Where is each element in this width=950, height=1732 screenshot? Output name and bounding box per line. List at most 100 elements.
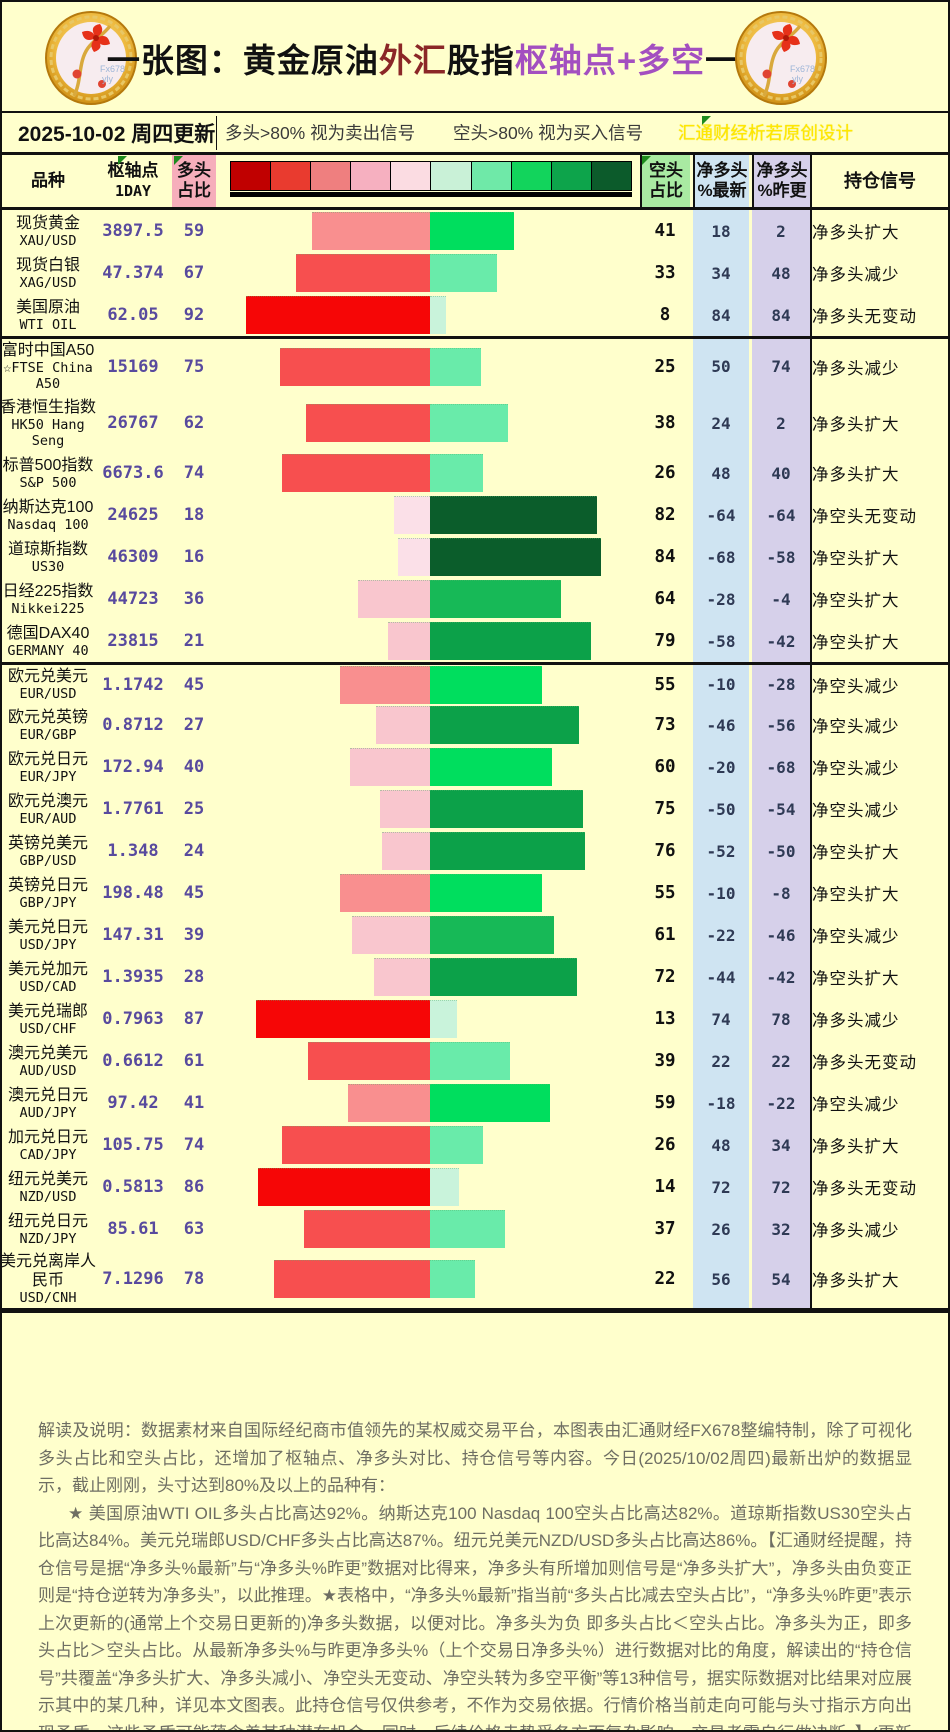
- net-long-latest: -10: [693, 872, 749, 914]
- instrument-name-cn: 香港恒生指数: [0, 398, 97, 416]
- instrument-name: 英镑兑日元 GBP/JPY: [2, 872, 94, 914]
- instrument-name-cn: 美元兑离岸人: [0, 1253, 97, 1270]
- header-pivot-line1: 枢轴点: [107, 161, 159, 180]
- divider: [216, 115, 217, 150]
- legend-short-signal: 空头>80% 视为买入信号: [453, 123, 644, 143]
- position-signal: 净空头扩大: [810, 830, 900, 872]
- instrument-name-cn: 欧元兑美元: [7, 668, 88, 685]
- short-bar: [430, 404, 508, 442]
- pivot-value: 15169: [107, 356, 159, 377]
- pivot-value: 62.05: [107, 305, 159, 325]
- short-bar: [430, 212, 514, 250]
- pivot-value: 23815: [107, 631, 159, 651]
- long-percent: 92: [183, 305, 205, 325]
- instrument-code: HK50 Hang: [11, 416, 85, 433]
- instrument-code: EUR/AUD: [19, 810, 77, 827]
- long-bar: [340, 665, 430, 704]
- pivot-value: 26767: [107, 413, 159, 433]
- instrument-name-cn: 欧元兑澳元: [7, 792, 88, 810]
- instrument-code: Nikkei225: [11, 600, 85, 617]
- net-long-latest: -44: [693, 956, 749, 998]
- short-percent: 60: [654, 757, 676, 777]
- long-bar: [312, 212, 430, 250]
- instrument-code: US30: [31, 558, 65, 575]
- table-row: 欧元兑澳元 EUR/AUD 1.7761 25 75 -50 -54 净空头减少: [2, 788, 948, 830]
- instrument-code: EUR/USD: [19, 686, 77, 702]
- net-long-latest: 48: [693, 452, 749, 494]
- header-short-line1: 空头: [649, 161, 683, 180]
- position-signal: 净空头扩大: [810, 956, 900, 998]
- short-bar: [430, 254, 498, 292]
- pivot-value: 3897.5: [102, 221, 164, 241]
- short-bar: [430, 496, 598, 534]
- net-long-latest: 48: [693, 1124, 749, 1166]
- long-percent: 39: [183, 925, 205, 945]
- instrument-name: 美元兑加元 USD/CAD: [2, 956, 94, 998]
- instrument-name: 德国DAX40 GERMANY 40: [2, 620, 94, 662]
- instrument-name-cn: 澳元兑美元: [7, 1044, 88, 1062]
- long-short-bar: [216, 1124, 640, 1166]
- long-bar: [348, 1084, 430, 1122]
- svg-text:Fx678: Fx678: [790, 64, 815, 74]
- long-short-bar: [216, 704, 640, 746]
- position-signal: 净空头无变动: [810, 494, 917, 536]
- table-row: 美元兑瑞郎 USD/CHF 0.7963 87 13 74 78 净多头减少: [2, 998, 948, 1040]
- long-percent: 21: [183, 631, 205, 651]
- table-body: 现货黄金 XAU/USD 3897.5 59 41 18 2 净多头扩大 现货白银 XAG/USD…: [2, 210, 948, 1308]
- instrument-code: WTI OIL: [19, 316, 77, 333]
- long-bar: [246, 296, 430, 334]
- table-row: 美元兑加元 USD/CAD 1.3935 28 72 -44 -42 净空头扩大: [2, 956, 948, 998]
- header-long-line2: 占比: [177, 181, 211, 200]
- table-row: 美元兑离岸人 民币 USD/CNH 7.1296 78 22 56 54 净多头扩大: [2, 1250, 948, 1308]
- short-percent: 37: [654, 1219, 676, 1239]
- legend-long-signal: 多头>80% 视为卖出信号: [225, 123, 416, 143]
- long-short-bar: [216, 210, 640, 252]
- table-row: 纳斯达克100 Nasdaq 100 24625 18 82 -64 -64 净空头无变动: [2, 494, 948, 536]
- position-signal: 净多头扩大: [810, 394, 900, 452]
- long-percent: 24: [183, 841, 205, 861]
- pivot-value: 44723: [107, 589, 159, 609]
- long-short-bar: [216, 998, 640, 1040]
- net-long-latest: 74: [693, 998, 749, 1040]
- short-percent: 73: [654, 715, 676, 735]
- net-long-latest: 50: [693, 339, 749, 394]
- long-percent: 41: [183, 1093, 205, 1113]
- long-bar: [382, 832, 430, 870]
- short-bar: [430, 874, 543, 912]
- instrument-name-cn: 纽元兑日元: [7, 1212, 88, 1230]
- table-row: 英镑兑美元 GBP/USD 1.348 24 76 -52 -50 净空头扩大: [2, 830, 948, 872]
- net-long-latest: -20: [693, 746, 749, 788]
- scale-underline: [230, 192, 632, 197]
- short-percent: 25: [654, 356, 676, 377]
- short-percent: 59: [654, 1093, 676, 1113]
- net-long-previous: 32: [752, 1208, 810, 1250]
- short-bar: [430, 454, 484, 492]
- pivot-value: 0.5813: [102, 1177, 164, 1197]
- instrument-name-cn: 澳元兑日元: [7, 1086, 88, 1104]
- instrument-name-cn: 美元兑加元: [7, 960, 88, 978]
- pivot-value: 1.1742: [102, 674, 164, 695]
- net-long-previous: 2: [752, 210, 810, 252]
- short-bar: [430, 706, 579, 744]
- net-long-previous: 54: [752, 1250, 810, 1308]
- short-bar: [430, 1042, 510, 1080]
- update-info-row: 2025-10-02 周四更新 多头>80% 视为卖出信号 空头>80% 视为买…: [2, 113, 948, 155]
- pivot-value: 7.1296: [102, 1269, 164, 1289]
- instrument-name-cn: 道琼斯指数: [7, 540, 88, 558]
- long-percent: 67: [183, 263, 205, 283]
- long-percent: 28: [183, 967, 205, 987]
- instrument-name-cn: 日经225指数: [2, 582, 94, 600]
- pivot-value: 105.75: [102, 1135, 164, 1155]
- net-long-previous: 84: [752, 294, 810, 336]
- instrument-name: 道琼斯指数 US30: [2, 536, 94, 578]
- long-percent: 75: [183, 356, 205, 377]
- long-short-bar: [216, 746, 640, 788]
- long-short-bar: [216, 578, 640, 620]
- pivot-value: 1.3935: [102, 967, 164, 987]
- short-bar: [430, 832, 586, 870]
- long-short-bar: [216, 788, 640, 830]
- long-percent: 59: [183, 221, 205, 241]
- svg-text:yly: yly: [792, 74, 803, 84]
- pivot-value: 0.6612: [102, 1051, 164, 1071]
- long-percent: 18: [183, 505, 205, 525]
